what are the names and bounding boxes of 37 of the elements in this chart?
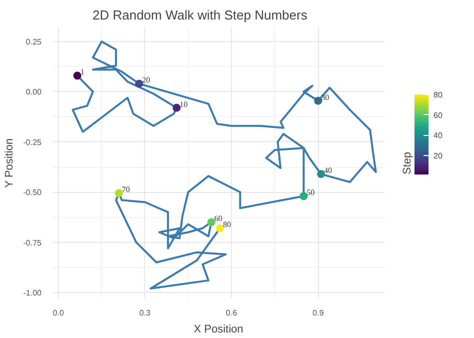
point (114, 189, 123, 198)
color-bar-title: Step (402, 152, 414, 174)
y-axis-title: Y Position (3, 138, 16, 188)
chart-title: 2D Random Walk with Step Numbers (92, 8, 308, 22)
y-tick-label: -0.50 (23, 188, 42, 198)
point (316, 170, 325, 178)
point (172, 104, 181, 112)
y-tick-label: 0.00 (26, 88, 42, 97)
y-tick-label: -0.75 (23, 238, 42, 248)
point (314, 96, 322, 105)
annotation: 80 (222, 220, 231, 230)
y-tick-label: 0.25 (26, 38, 42, 47)
point (207, 218, 216, 226)
x-tick-label: 0.9 (312, 308, 324, 318)
x-tick-label: 0.0 (52, 308, 64, 318)
point (135, 80, 144, 88)
y-tick-label: -0.25 (23, 138, 42, 147)
x-tick-label: 0.3 (139, 308, 151, 318)
color-bar-label: 40 (434, 131, 443, 140)
annotation: 40 (324, 166, 332, 176)
annotation: 10 (180, 100, 188, 109)
annotation: 70 (122, 185, 130, 194)
y-tick-label: -1.00 (23, 288, 42, 298)
x-axis-title: X Position (194, 324, 244, 336)
color-bar-label: 60 (434, 110, 443, 120)
annotation: 20 (142, 76, 150, 85)
color-bar-label: 80 (434, 90, 443, 100)
annotation: 60 (214, 214, 222, 224)
color-bar-label: 20 (434, 151, 443, 160)
annotation: 50 (306, 188, 315, 198)
point (300, 192, 308, 200)
point (73, 72, 82, 80)
annotation: 30 (321, 92, 330, 102)
annotation: 1 (80, 68, 84, 77)
line-series (72, 40, 377, 290)
x-tick-label: 0.6 (226, 308, 238, 318)
point (216, 224, 224, 232)
